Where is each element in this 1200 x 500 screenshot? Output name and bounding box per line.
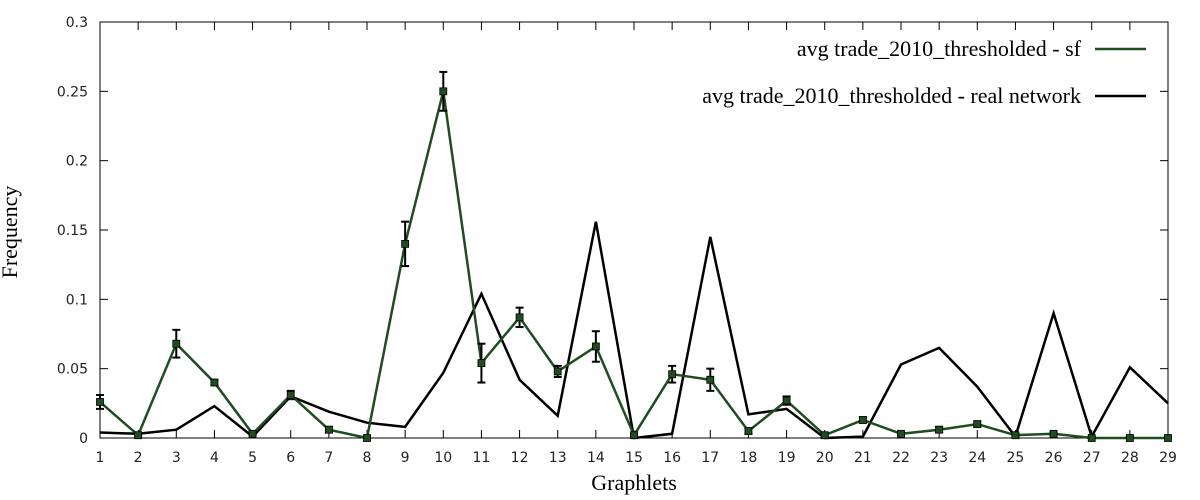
x-tick-label: 25: [1007, 450, 1025, 466]
data-point: [1011, 431, 1020, 440]
x-tick-label: 24: [968, 450, 986, 466]
x-axis-title: Graphlets: [591, 470, 677, 495]
data-point: [668, 370, 677, 379]
data-point: [1087, 434, 1096, 442]
series-real-network: [99, 221, 1169, 440]
data-point: [553, 367, 562, 376]
data-point: [401, 239, 410, 248]
data-point: [820, 431, 829, 440]
data-point: [134, 431, 143, 440]
data-point: [973, 420, 982, 429]
data-point: [1049, 429, 1058, 438]
x-tick-label: 19: [778, 450, 796, 466]
x-tick-label: 20: [816, 450, 834, 466]
x-tick-label: 13: [549, 450, 567, 466]
x-tick-label: 6: [286, 450, 295, 466]
x-tick-label: 23: [930, 450, 948, 466]
legend: avg trade_2010_thresholded - sf avg trade…: [702, 36, 1146, 108]
x-tick-label: 21: [854, 450, 872, 466]
data-point: [1164, 434, 1172, 442]
y-tick-label: 0.1: [66, 292, 88, 308]
x-tick-label: 26: [1045, 450, 1063, 466]
x-tick-label: 16: [663, 450, 681, 466]
x-tick-label: 11: [473, 450, 491, 466]
x-tick-label: 1: [96, 450, 105, 466]
x-tick-label: 29: [1159, 450, 1177, 466]
data-point: [439, 87, 448, 96]
data-point: [591, 342, 600, 351]
y-tick-label: 0.05: [57, 362, 88, 378]
x-tick-label: 18: [740, 450, 758, 466]
x-tick-label: 5: [248, 450, 257, 466]
y-tick-label: 0.25: [57, 84, 88, 100]
x-tick-label: 3: [172, 450, 181, 466]
x-tick-label: 22: [892, 450, 910, 466]
data-point: [1125, 434, 1134, 442]
data-point: [172, 339, 181, 348]
data-point: [286, 391, 295, 399]
x-tick-label: 27: [1083, 450, 1101, 466]
legend-label: avg trade_2010_thresholded - real networ…: [702, 83, 1081, 108]
x-tick-label: 8: [363, 450, 372, 466]
x-tick-label: 10: [434, 450, 452, 466]
data-point: [630, 431, 638, 440]
x-tick-label: 2: [134, 450, 143, 466]
series-line: [99, 221, 1169, 440]
x-tick-label: 9: [401, 450, 410, 466]
data-point: [210, 378, 219, 387]
data-point: [324, 425, 333, 434]
x-tick-label: 4: [210, 450, 219, 466]
data-point: [897, 429, 905, 438]
x-tick-label: 7: [324, 450, 333, 466]
data-point: [363, 434, 371, 442]
data-point: [858, 416, 867, 424]
data-point: [706, 375, 715, 384]
series-layer: [96, 70, 1172, 442]
data-point: [96, 398, 104, 406]
x-tick-label: 12: [511, 450, 529, 466]
y-tick-label: 0.3: [66, 15, 88, 31]
x-tick-label: 15: [625, 450, 643, 466]
series-line: [99, 90, 1168, 440]
legend-label: avg trade_2010_thresholded - sf: [797, 36, 1082, 61]
y-axis-title: Frequency: [0, 186, 22, 279]
data-point: [935, 425, 944, 434]
data-point: [248, 429, 257, 438]
data-point: [782, 396, 791, 405]
y-tick-label: 0.15: [57, 223, 88, 239]
tick-layer: 00.050.10.150.20.250.31 2 3 4 5 6 7 8 9 10 11 12 13 1…: [57, 15, 1177, 466]
y-tick-label: 0.2: [66, 154, 88, 170]
y-tick-label: 0: [79, 431, 88, 447]
x-tick-label: 14: [587, 450, 605, 466]
data-point: [515, 313, 524, 322]
series-sf: [96, 70, 1172, 442]
x-tick-label: 28: [1121, 450, 1139, 466]
data-point: [744, 427, 753, 435]
data-point: [477, 359, 486, 368]
x-tick-label: 17: [701, 450, 719, 466]
